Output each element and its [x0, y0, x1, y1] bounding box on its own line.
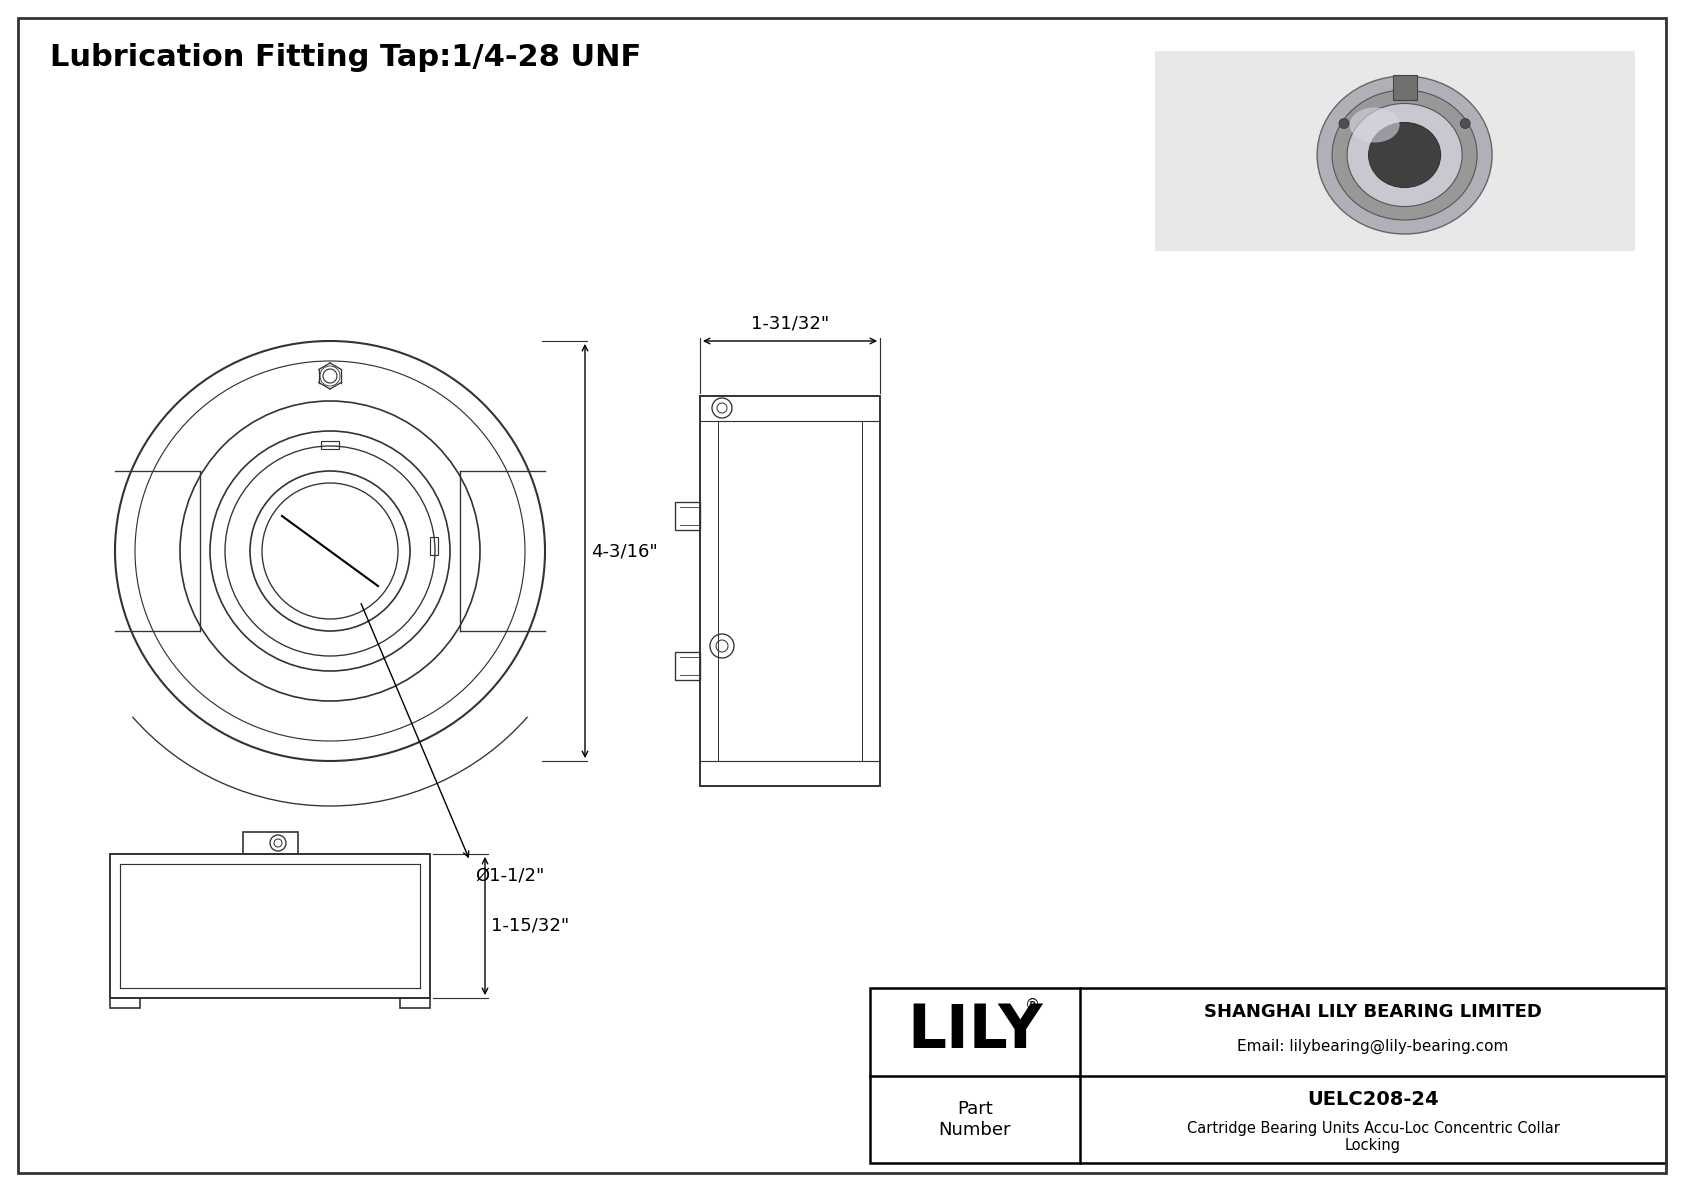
Bar — [109, 998, 140, 1008]
Bar — [109, 854, 429, 998]
Text: SHANGHAI LILY BEARING LIMITED: SHANGHAI LILY BEARING LIMITED — [1204, 1003, 1543, 1021]
Bar — [701, 395, 881, 786]
Bar — [871, 989, 1665, 1162]
Ellipse shape — [1317, 76, 1492, 233]
Ellipse shape — [1332, 91, 1477, 220]
Bar — [429, 537, 438, 555]
Text: ®: ® — [1026, 998, 1041, 1014]
Bar — [242, 833, 298, 854]
Text: Part
Number: Part Number — [938, 1099, 1012, 1139]
Text: Cartridge Bearing Units Accu-Loc Concentric Collar
Locking: Cartridge Bearing Units Accu-Loc Concent… — [1187, 1121, 1559, 1153]
Ellipse shape — [1349, 107, 1399, 143]
Bar — [322, 441, 338, 449]
Text: 1-15/32": 1-15/32" — [492, 917, 569, 935]
Bar — [717, 420, 862, 761]
Bar — [401, 998, 429, 1008]
Text: Email: lilybearing@lily-bearing.com: Email: lilybearing@lily-bearing.com — [1238, 1040, 1509, 1054]
Bar — [675, 501, 701, 530]
Text: LILY: LILY — [908, 1003, 1042, 1061]
Circle shape — [1339, 118, 1349, 129]
Text: 4-3/16": 4-3/16" — [591, 542, 658, 560]
Text: Lubrication Fitting Tap:1/4-28 UNF: Lubrication Fitting Tap:1/4-28 UNF — [51, 43, 642, 71]
Text: UELC208-24: UELC208-24 — [1307, 1090, 1438, 1109]
Bar — [1155, 51, 1635, 251]
Ellipse shape — [1369, 123, 1440, 187]
Text: Ø1-1/2": Ø1-1/2" — [475, 866, 544, 884]
Text: 1-31/32": 1-31/32" — [751, 314, 829, 333]
Polygon shape — [1393, 75, 1416, 100]
Circle shape — [1460, 118, 1470, 129]
Ellipse shape — [1347, 104, 1462, 206]
Bar — [675, 651, 701, 680]
